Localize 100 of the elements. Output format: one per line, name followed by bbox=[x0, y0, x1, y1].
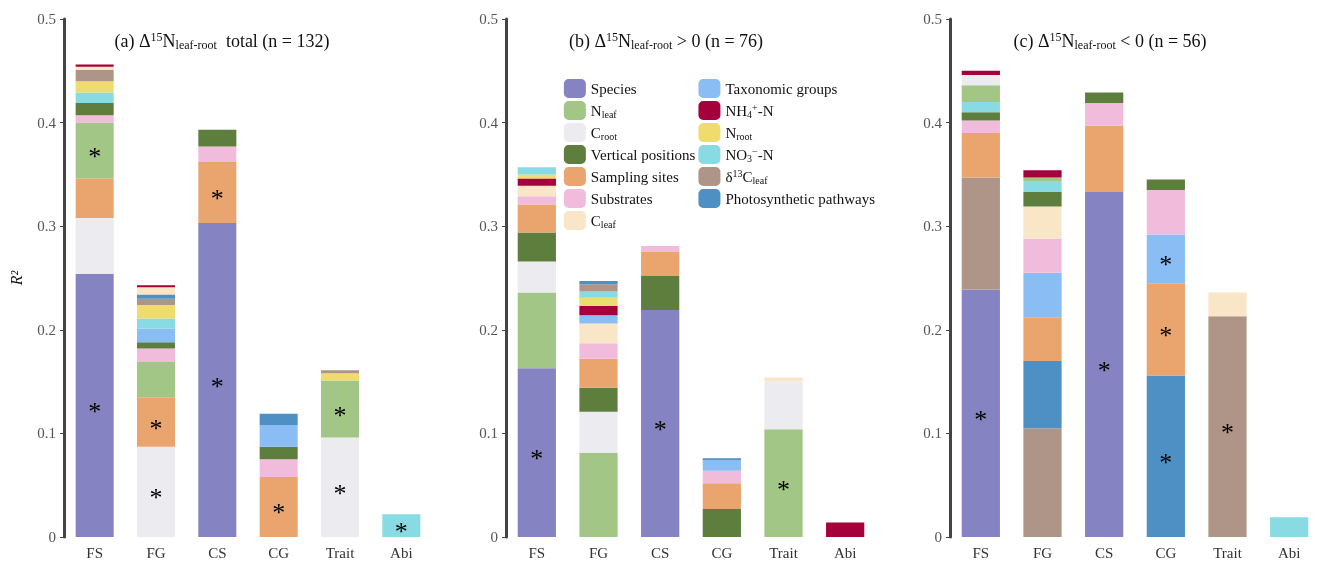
bar bbox=[517, 292, 556, 369]
legend-label: Substrates bbox=[590, 190, 653, 207]
bar bbox=[517, 196, 556, 205]
data-label: * bbox=[88, 142, 102, 172]
bar bbox=[517, 185, 556, 197]
bar bbox=[579, 323, 618, 344]
data-label: * bbox=[530, 444, 544, 474]
bar bbox=[961, 70, 1000, 75]
x-tick-label: FS bbox=[86, 544, 104, 561]
y-tick-label: 0.4 bbox=[37, 114, 57, 131]
bar bbox=[259, 459, 298, 477]
x-tick-label: Abi bbox=[833, 544, 857, 561]
y-tick-label: 0.1 bbox=[923, 425, 942, 442]
bar bbox=[1023, 272, 1062, 318]
bar bbox=[136, 348, 176, 362]
bar bbox=[75, 102, 114, 116]
bar bbox=[641, 245, 680, 253]
data-label: * bbox=[210, 371, 224, 401]
data-label: * bbox=[394, 517, 408, 547]
y-tick-label: 0.4 bbox=[479, 114, 499, 131]
y-tick-label: 0.3 bbox=[923, 218, 942, 235]
y-axis-title: R² bbox=[7, 269, 25, 287]
bar bbox=[136, 446, 176, 537]
bar bbox=[75, 69, 114, 82]
bar bbox=[1023, 192, 1062, 207]
bar bbox=[1085, 125, 1124, 193]
bar bbox=[198, 146, 237, 162]
y-tick-label: 0 bbox=[490, 529, 498, 545]
bar bbox=[320, 380, 360, 438]
x-tick-label: Trait bbox=[1213, 544, 1243, 561]
bar bbox=[75, 92, 114, 103]
x-tick-label: CS bbox=[208, 544, 227, 561]
bar bbox=[961, 112, 1000, 121]
bar bbox=[517, 178, 556, 186]
legend-label: Sampling sites bbox=[590, 168, 679, 185]
bar bbox=[517, 174, 556, 179]
bar bbox=[579, 284, 618, 292]
x-tick-label: FG bbox=[588, 544, 609, 561]
bar bbox=[259, 425, 298, 447]
x-tick-label: Abi bbox=[1277, 544, 1301, 561]
data-label: * bbox=[272, 498, 286, 528]
bar bbox=[961, 101, 1000, 113]
bar bbox=[136, 285, 176, 288]
x-tick-label: FG bbox=[1032, 544, 1053, 561]
bar bbox=[517, 261, 556, 293]
x-tick-label: CS bbox=[650, 544, 670, 561]
bar bbox=[826, 522, 865, 537]
bar bbox=[136, 328, 176, 343]
bar bbox=[579, 305, 618, 316]
bar bbox=[136, 304, 176, 319]
data-label: * bbox=[777, 474, 790, 504]
bar bbox=[320, 437, 360, 537]
bar bbox=[259, 476, 298, 537]
data-label: * bbox=[149, 413, 163, 443]
bar bbox=[382, 514, 421, 537]
bar bbox=[702, 483, 741, 510]
bar bbox=[136, 294, 176, 299]
x-tick-label: FS bbox=[972, 544, 990, 561]
bar bbox=[1023, 181, 1062, 193]
bar bbox=[579, 387, 618, 412]
data-label: * bbox=[88, 396, 102, 426]
bar bbox=[764, 429, 803, 537]
y-tick-label: 0.1 bbox=[479, 425, 498, 442]
x-tick-label: CG bbox=[711, 544, 733, 561]
bar bbox=[136, 287, 176, 295]
x-tick-label: CG bbox=[268, 544, 290, 561]
data-label: * bbox=[149, 483, 163, 513]
bar bbox=[1023, 238, 1062, 273]
bar bbox=[764, 381, 803, 430]
bar bbox=[579, 453, 618, 537]
bar bbox=[1270, 517, 1309, 537]
bar bbox=[1085, 102, 1124, 126]
y-tick-label: 0.5 bbox=[479, 11, 498, 27]
bar bbox=[961, 74, 1000, 86]
y-tick-label: 0.1 bbox=[37, 425, 56, 442]
data-label: * bbox=[1159, 447, 1173, 477]
bar bbox=[75, 122, 114, 179]
bar bbox=[961, 85, 1000, 102]
y-tick-label: 0.3 bbox=[37, 218, 56, 235]
x-tick-label: Abi bbox=[390, 544, 413, 561]
bar bbox=[961, 120, 1000, 133]
x-tick-label: Trait bbox=[769, 544, 799, 561]
data-label: * bbox=[1159, 320, 1173, 350]
data-label: * bbox=[333, 400, 347, 430]
bar bbox=[579, 291, 618, 298]
legend-label: Vertical positions bbox=[590, 146, 696, 163]
bar bbox=[75, 81, 114, 93]
data-label: * bbox=[1221, 418, 1234, 448]
bar bbox=[136, 397, 176, 447]
y-tick-label: 0.5 bbox=[923, 11, 942, 27]
bar bbox=[579, 315, 618, 324]
bar bbox=[517, 167, 556, 175]
bar bbox=[579, 281, 618, 285]
bar bbox=[1208, 292, 1247, 317]
bar bbox=[1146, 189, 1185, 235]
legend-label: Species bbox=[590, 80, 637, 97]
bar bbox=[641, 252, 680, 276]
y-tick-label: 0.2 bbox=[37, 321, 56, 338]
x-tick-label: FG bbox=[146, 544, 166, 561]
bar bbox=[641, 310, 680, 537]
